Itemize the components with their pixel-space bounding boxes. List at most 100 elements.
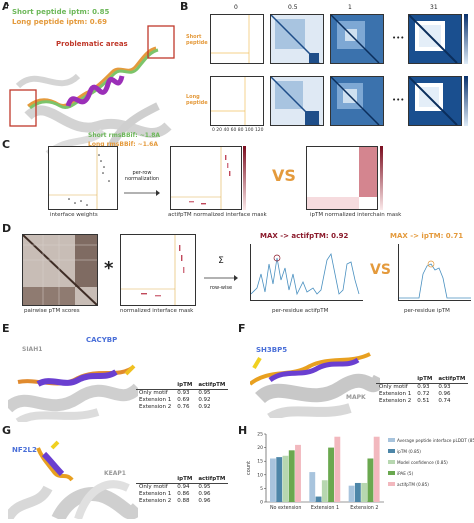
f-cell: 0.74 (438, 398, 451, 404)
f-th-2: actifpTM (435, 376, 469, 384)
legend-label: Model confidence (0.85) (397, 460, 448, 465)
g-cell: Extension 1 (139, 491, 172, 497)
d-cap-2: normalized interface mask (120, 308, 194, 314)
legend-swatch (388, 471, 395, 475)
bar (348, 485, 355, 502)
d-pairwise-ptm (22, 234, 98, 306)
f-cell: 0.96 (438, 391, 451, 397)
panel-label-g: G (2, 424, 12, 437)
c-interface-weights (48, 146, 118, 210)
d-row-wise: row-wise (209, 285, 233, 291)
g-cell: 0.96 (198, 491, 211, 497)
col-title-1: 1 (348, 4, 352, 11)
panel-label-d: D (2, 222, 12, 235)
bar (328, 447, 334, 502)
f-cell: 0.51 (417, 398, 430, 404)
d-norm-mask (120, 234, 196, 306)
f-cell: Extension 2 (379, 398, 412, 404)
f-cell: Extension 1 (379, 391, 412, 397)
panel-label-b: B (180, 0, 189, 13)
long-peptide-iptm: Long peptide iptm: 0.69 (12, 18, 107, 26)
x-tick-label: Extension 2 (350, 505, 378, 511)
d-sum: Σ row-wise (204, 256, 238, 291)
bar (309, 472, 316, 502)
b-x-ticks: 0 20 40 60 80 100 120 (212, 128, 264, 133)
e-cell: 0.95 (198, 390, 211, 396)
bar (282, 455, 289, 502)
e-cell: 0.76 (177, 404, 190, 410)
e-cell: 0.92 (198, 404, 211, 410)
g-row-2: Extension 2 0.88 0.96 (136, 498, 228, 505)
g-cell: Extension 2 (139, 498, 172, 504)
legend-swatch (388, 449, 395, 453)
e-cell: Extension 1 (139, 397, 172, 403)
bar (367, 458, 374, 502)
colorbar-b2 (464, 76, 468, 126)
c-colorbar-1 (243, 146, 246, 210)
g-cell: 0.95 (198, 484, 211, 490)
legend-label: ipTM (0.85) (397, 449, 421, 454)
short-peptide-iptm: Short peptide iptm: 0.85 (12, 8, 110, 16)
panel-label-f: F (238, 322, 246, 335)
panel-b-heatmaps: 0 0.5 1 31 Short peptide Long peptide ••… (186, 4, 474, 136)
g-th-0 (136, 476, 175, 484)
e-cell: 0.93 (177, 390, 190, 396)
bar (288, 450, 295, 502)
bar-chart-svg: 0 5 10 15 20 25 count No extension Extension 1 Ex… (246, 432, 474, 512)
heatmap-short-31 (408, 14, 462, 64)
c-arrow-label: per-row normalization (124, 170, 160, 182)
f-table: ipTM actifpTM Only motif 0.93 0.93 Extensio… (376, 376, 469, 405)
c-cap-2: actifpTM normalized interface mask (168, 212, 267, 218)
g-cell: Only motif (139, 484, 168, 490)
f-row-0: Only motif 0.93 0.93 (376, 384, 468, 392)
long-rmsd: Long rmsBBif: ~1.6A (88, 141, 158, 148)
panel-label-a: A (2, 0, 11, 13)
col-title-0: 0 (234, 4, 238, 11)
legend-label: Average peptide interface pLDDT (85) (397, 438, 474, 443)
c-actif-mask (170, 146, 242, 210)
y-tick-label: 25 (257, 432, 263, 438)
f-cell: 0.72 (417, 391, 430, 397)
f-row-2: Extension 2 0.51 0.74 (376, 398, 468, 405)
y-axis-label: count (246, 461, 252, 475)
c-vs: VS (272, 166, 296, 185)
e-cell: 0.69 (177, 397, 190, 403)
g-cell: 0.86 (177, 491, 190, 497)
panel-label-e: E (2, 322, 10, 335)
e-table: ipTM actifpTM Only motif 0.93 0.95 Extensio… (136, 382, 229, 411)
panel-h-chart: 0 5 10 15 20 25 count No extension Extension 1 Ex… (244, 428, 474, 519)
e-name-1: SIAH1 (22, 346, 43, 353)
panel-label-c: C (2, 138, 11, 151)
y-tick-label: 10 (257, 472, 263, 478)
g-th-1: ipTM (174, 476, 196, 484)
panel-c: interface weights per-row normalization … (20, 144, 474, 224)
panel-g-structure: NF2L2 KEAP1 (3, 428, 144, 523)
protein-structure-a (8, 6, 176, 157)
y-tick-label: 20 (257, 445, 263, 451)
e-row-0: Only motif 0.93 0.95 (136, 390, 228, 398)
f-cell: 0.93 (438, 384, 451, 390)
heatmap-long-31 (408, 76, 462, 126)
panel-e-structure: SIAH1 CACYBP (3, 328, 143, 426)
short-rmsd: Short rmsBBif: ~1.8A (88, 132, 161, 139)
d-per-residue-actif (250, 244, 363, 301)
x-tick-label: No extension (270, 505, 301, 511)
heatmap-short-0 (210, 14, 264, 64)
f-name-2: MAPK (346, 394, 366, 401)
bar (321, 480, 328, 502)
row-label-long: Long peptide (186, 94, 208, 106)
heatmap-long-1 (330, 76, 384, 126)
panel-d: pairwise pTM scores * normalized interfa… (14, 228, 474, 320)
c-colorbar-2 (380, 146, 383, 210)
e-th-1: ipTM (174, 382, 196, 390)
ellipsis-row1: ••• (392, 34, 405, 42)
bar (295, 444, 301, 502)
y-tick-label: 0 (260, 500, 263, 506)
col-title-31: 31 (430, 4, 438, 11)
c-iptm-mask (306, 146, 378, 210)
heatmap-short-05 (270, 14, 324, 64)
g-cell: 0.88 (177, 498, 190, 504)
f-th-0 (376, 376, 415, 384)
d-vs: VS (370, 262, 391, 278)
e-row-1: Extension 1 0.69 0.92 (136, 397, 228, 404)
